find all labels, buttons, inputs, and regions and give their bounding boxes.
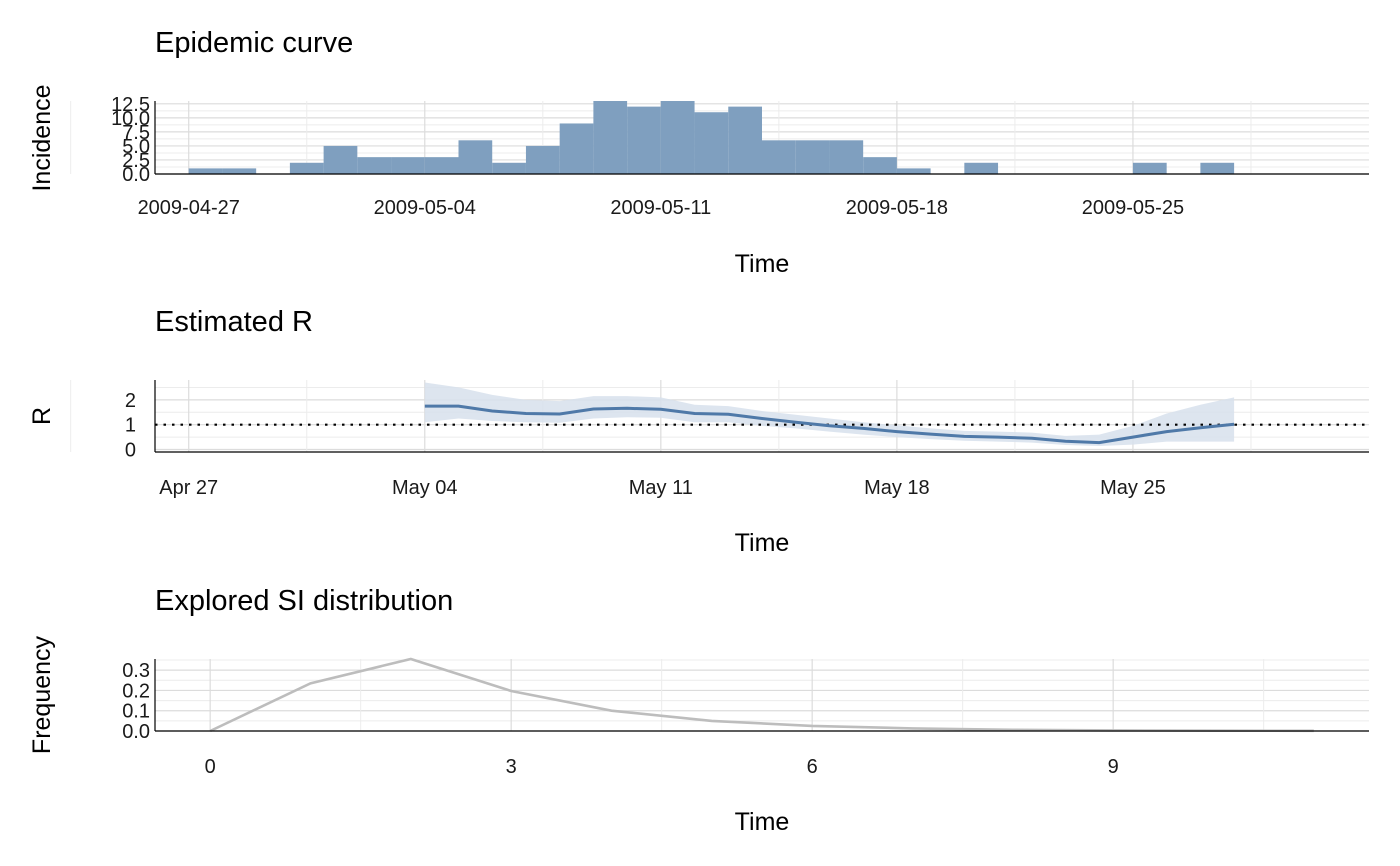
r-x-tick-label: May 04 [392, 477, 458, 499]
si-y-axis-title: Frequency [28, 635, 56, 754]
r-confidence-band [424, 382, 1235, 446]
epicurve-x-tick-label: 2009-05-11 [610, 197, 711, 219]
epicurve-bar [694, 112, 729, 174]
si-x-tick-label: 6 [807, 756, 818, 778]
epicurve-bar [424, 157, 459, 174]
epicurve-y-tick-label: 12.5 [111, 94, 150, 116]
r-y-tick-label: 0 [125, 440, 136, 462]
si-y-tick-label: 0.3 [122, 660, 150, 682]
r-x-tick-label: Apr 27 [159, 477, 218, 499]
r-title: Estimated R [155, 306, 313, 338]
si-title: Explored SI distribution [155, 585, 453, 617]
si-y-tick-label: 0.2 [122, 680, 150, 702]
epicurve-x-tick-label: 2009-05-18 [846, 197, 948, 219]
epicurve-bar [391, 157, 425, 174]
panel-si-distribution: Explored SI distribution 0.00.10.20.3 0 3… [28, 585, 1369, 836]
r-y-axis-title: R [28, 407, 56, 425]
si-grid [155, 659, 1369, 732]
epicurve-title: Epidemic curve [155, 27, 353, 59]
epicurve-y-tick-label: 10.0 [111, 108, 150, 130]
r-x-tick-label: May 11 [629, 477, 693, 499]
epicurve-bar [728, 106, 762, 174]
epicurve-y-ticks: 0.02.55.07.510.012.5 [111, 94, 150, 186]
epicurve-bar [357, 157, 392, 174]
epicurve-bar [829, 140, 864, 174]
epicurve-bar [559, 123, 594, 174]
si-y-tick-label: 0.1 [122, 701, 150, 723]
panel-epidemic-curve: Epidemic curve 0.02.55.07.510.012.5 2009… [28, 27, 1369, 278]
si-x-tick-label: 0 [205, 756, 216, 778]
r-x-axis-title: Time [735, 529, 790, 557]
si-x-axis-title: Time [735, 808, 790, 836]
epicurve-bar [222, 168, 257, 174]
epicurve-bars [188, 101, 1235, 174]
epicurve-bar [323, 145, 358, 174]
r-y-ticks: 0 1 2 [125, 390, 136, 462]
si-x-tick-label: 3 [506, 756, 517, 778]
epicurve-bar [188, 168, 223, 174]
epicurve-bar [492, 162, 526, 174]
r-x-ticks: Apr 27 May 04 May 11 May 18 May 25 [159, 477, 1165, 499]
epicurve-y-axis-title: Incidence [28, 84, 56, 191]
epicurve-y-tick-label: 5.0 [122, 136, 150, 158]
si-x-ticks: 0 3 6 9 [205, 756, 1119, 778]
epicurve-bar [1132, 162, 1167, 174]
si-y-tick-label: 0.0 [122, 721, 150, 743]
epicurve-bar [896, 168, 931, 174]
si-x-tick-label: 9 [1108, 756, 1119, 778]
epicurve-bar [1200, 162, 1235, 174]
r-y-tick-label: 2 [125, 390, 136, 412]
epicurve-bar [458, 140, 493, 174]
epicurve-bar [593, 101, 628, 174]
si-y-ticks: 0.00.10.20.3 [122, 660, 150, 743]
epicurve-bar [289, 162, 324, 174]
epicurve-x-tick-label: 2009-05-25 [1082, 197, 1184, 219]
epicurve-x-tick-label: 2009-05-04 [374, 197, 476, 219]
epicurve-x-ticks: 2009-04-27 2009-05-04 2009-05-11 2009-05-18… [138, 197, 1185, 219]
epicurve-x-axis-title: Time [735, 250, 790, 278]
epicurve-bar [660, 101, 695, 174]
epicurve-bar [627, 106, 661, 174]
r-y-tick-label: 1 [125, 415, 136, 437]
epicurve-bar [525, 145, 560, 174]
epicurve-y-tick-label: 7.5 [122, 122, 150, 144]
epicurve-bar [964, 162, 999, 174]
panel-estimated-r: Estimated R 0 1 2 Apr 27 May 04 May 11 May 18… [28, 306, 1369, 557]
r-mean-line [424, 404, 1235, 445]
r-x-tick-label: May 18 [864, 477, 930, 499]
epicurve-y-tick-label: 2.5 [122, 150, 150, 172]
r-x-tick-label: May 25 [1100, 477, 1166, 499]
epicurve-y-tick-label: 0.0 [122, 164, 150, 186]
epicurve-bar [863, 157, 897, 174]
epicurve-bar [762, 140, 796, 174]
epicurve-x-tick-label: 2009-04-27 [138, 197, 240, 219]
epicurve-bar [795, 140, 830, 174]
